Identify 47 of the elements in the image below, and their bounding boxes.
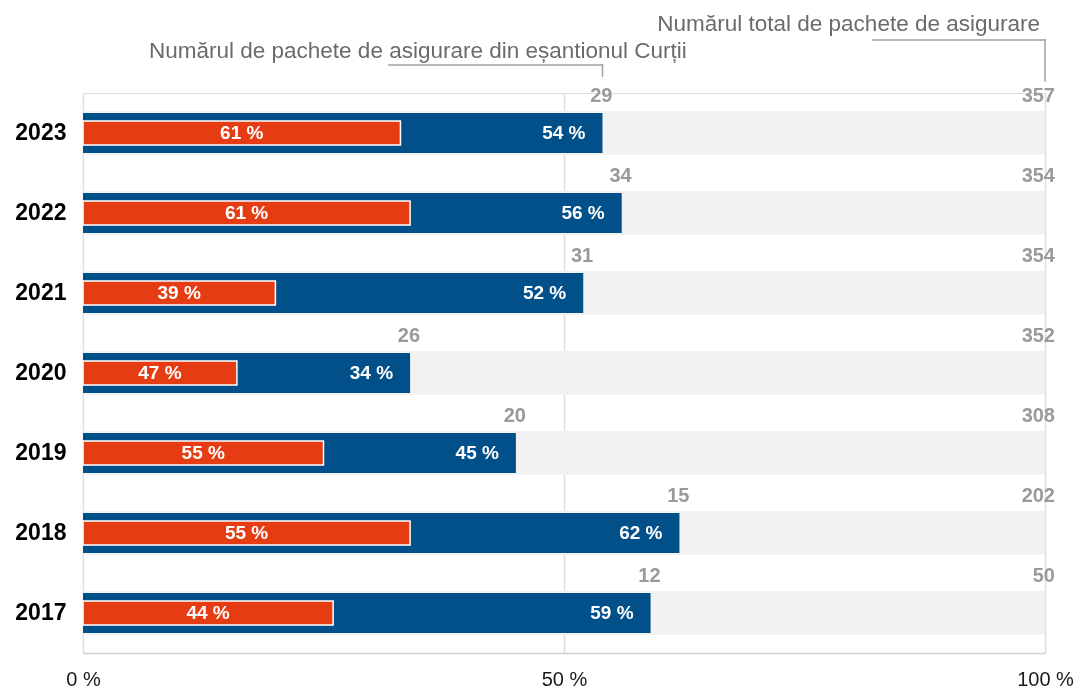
bar xyxy=(82,360,238,386)
x-tick-label: 100 % xyxy=(1017,667,1073,688)
data-label: 45 % xyxy=(455,442,499,463)
annotation: 50 xyxy=(1032,564,1055,586)
bar xyxy=(82,520,411,546)
y-tick-label: 2021 xyxy=(15,279,67,305)
annotation: 61 % xyxy=(220,122,264,143)
annotation: 352 xyxy=(1021,324,1055,346)
annotation: 39 % xyxy=(157,282,201,303)
data-label: 56 % xyxy=(561,202,605,223)
annotation: 20 xyxy=(503,404,526,426)
y-tick-label: 2019 xyxy=(15,439,67,465)
annotation: 354 xyxy=(1021,164,1056,186)
annotation: 202 xyxy=(1021,484,1055,506)
annotation: 15 xyxy=(667,484,690,506)
annotation: 61 % xyxy=(224,202,269,223)
annotation: 26 xyxy=(397,324,421,346)
text: Numărul total de pachete de asigurare xyxy=(657,11,1040,36)
text: Numărul de pachete de asigurare din eșantionul Curții xyxy=(149,38,687,63)
data-label: 62 % xyxy=(619,522,663,543)
data-label: 54 % xyxy=(542,122,586,143)
annotation: 31 xyxy=(570,244,594,266)
x-tick-label: 50 % xyxy=(541,667,588,688)
annotation: 357 xyxy=(1021,84,1055,106)
annotation: 55 % xyxy=(181,442,226,463)
bar xyxy=(82,120,402,146)
annotation: 12 xyxy=(638,564,661,586)
annotation: 308 xyxy=(1021,404,1055,426)
annotation: 34 xyxy=(609,164,633,186)
bar xyxy=(82,280,277,306)
annotation: 47 % xyxy=(138,362,182,383)
y-tick-label: 2020 xyxy=(15,359,67,385)
annotation: 354 xyxy=(1021,244,1056,266)
y-tick-label: 2023 xyxy=(15,119,67,145)
data-label: 59 % xyxy=(590,602,634,623)
y-tick-label: 2022 xyxy=(15,199,67,225)
bar xyxy=(82,200,411,226)
annotation: 55 % xyxy=(224,522,269,543)
annotation: 44 % xyxy=(186,602,230,623)
y-tick-label: 2017 xyxy=(15,599,67,625)
bar xyxy=(82,600,334,626)
bar xyxy=(82,440,325,466)
data-label: 34 % xyxy=(349,362,394,383)
annotation: 29 xyxy=(590,84,613,106)
x-tick-label: 0 % xyxy=(66,667,101,688)
y-tick-label: 2018 xyxy=(15,519,67,545)
data-label: 52 % xyxy=(522,282,567,303)
